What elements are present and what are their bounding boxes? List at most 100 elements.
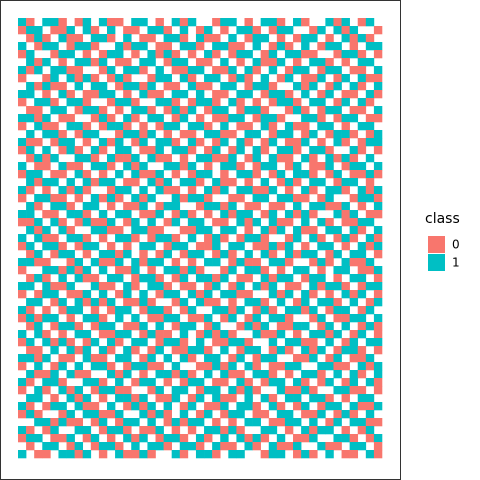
tile (155, 426, 164, 435)
tile (333, 130, 342, 139)
tile (268, 218, 278, 227)
tile (90, 242, 100, 251)
tile (301, 170, 310, 179)
tile (204, 346, 213, 355)
tile (42, 306, 51, 315)
tile (317, 370, 326, 379)
tile (195, 450, 205, 459)
tile (187, 282, 197, 291)
tile (333, 154, 342, 163)
tile (98, 386, 108, 395)
tile (252, 386, 261, 395)
tile (50, 66, 59, 75)
tile (115, 442, 124, 451)
tile (325, 154, 334, 163)
tile (284, 210, 294, 219)
tile (236, 170, 245, 179)
tile (349, 258, 359, 267)
tile (260, 34, 270, 43)
tile (260, 82, 270, 91)
tile (82, 394, 92, 403)
tile (244, 378, 253, 387)
tile (147, 170, 156, 179)
tile (82, 250, 92, 259)
tile (66, 138, 75, 147)
tile (236, 98, 245, 107)
tile (42, 42, 51, 51)
tile (195, 58, 205, 67)
tile (26, 226, 35, 235)
tile (341, 130, 350, 139)
tile (26, 218, 35, 227)
tile (220, 122, 229, 131)
tile (74, 362, 84, 371)
tile (50, 242, 59, 251)
tile (74, 346, 84, 355)
tile (66, 282, 75, 291)
tile (349, 66, 359, 75)
tile (42, 154, 51, 163)
tile (34, 314, 43, 323)
tile (147, 106, 156, 115)
tile (115, 450, 124, 459)
tile (301, 122, 310, 131)
tile (155, 90, 164, 99)
tile (212, 402, 221, 411)
tile (155, 50, 164, 59)
tile (42, 74, 51, 83)
tile (252, 418, 261, 427)
tile (276, 114, 286, 123)
tile (220, 186, 229, 195)
tile (317, 330, 326, 339)
tile (82, 74, 92, 83)
tile (220, 90, 229, 99)
tile (50, 418, 59, 427)
tile (123, 250, 132, 259)
tile (357, 290, 367, 299)
tile (268, 154, 278, 163)
tile (82, 130, 92, 139)
tile (268, 58, 278, 67)
tile (204, 426, 213, 435)
tile (212, 138, 221, 147)
tile (220, 234, 229, 243)
tile (276, 194, 286, 203)
tile (284, 426, 294, 435)
tile (34, 322, 43, 331)
tile (163, 34, 172, 43)
tile (365, 418, 375, 427)
tile (333, 402, 342, 411)
tile (293, 330, 302, 339)
tile (284, 186, 294, 195)
tile (179, 370, 189, 379)
tile (171, 106, 181, 115)
tile (301, 266, 310, 275)
tile (18, 194, 27, 203)
tile (341, 114, 350, 123)
tile (90, 442, 100, 451)
tile (115, 250, 124, 259)
tile (66, 98, 75, 107)
tile (349, 26, 359, 35)
tile (163, 178, 172, 187)
tile (293, 282, 302, 291)
tile (179, 154, 189, 163)
tile (293, 322, 302, 331)
tile (123, 242, 132, 251)
tile (98, 418, 108, 427)
tile (357, 66, 367, 75)
tile (26, 50, 35, 59)
tile (74, 418, 84, 427)
tile (50, 434, 59, 443)
tile (123, 154, 132, 163)
tile (349, 378, 359, 387)
tile (195, 202, 205, 211)
tile (139, 122, 148, 131)
tile (317, 394, 326, 403)
tile (139, 426, 148, 435)
tile (349, 418, 359, 427)
tile (293, 306, 302, 315)
tile (50, 98, 59, 107)
tile (317, 426, 326, 435)
tile (293, 450, 302, 459)
